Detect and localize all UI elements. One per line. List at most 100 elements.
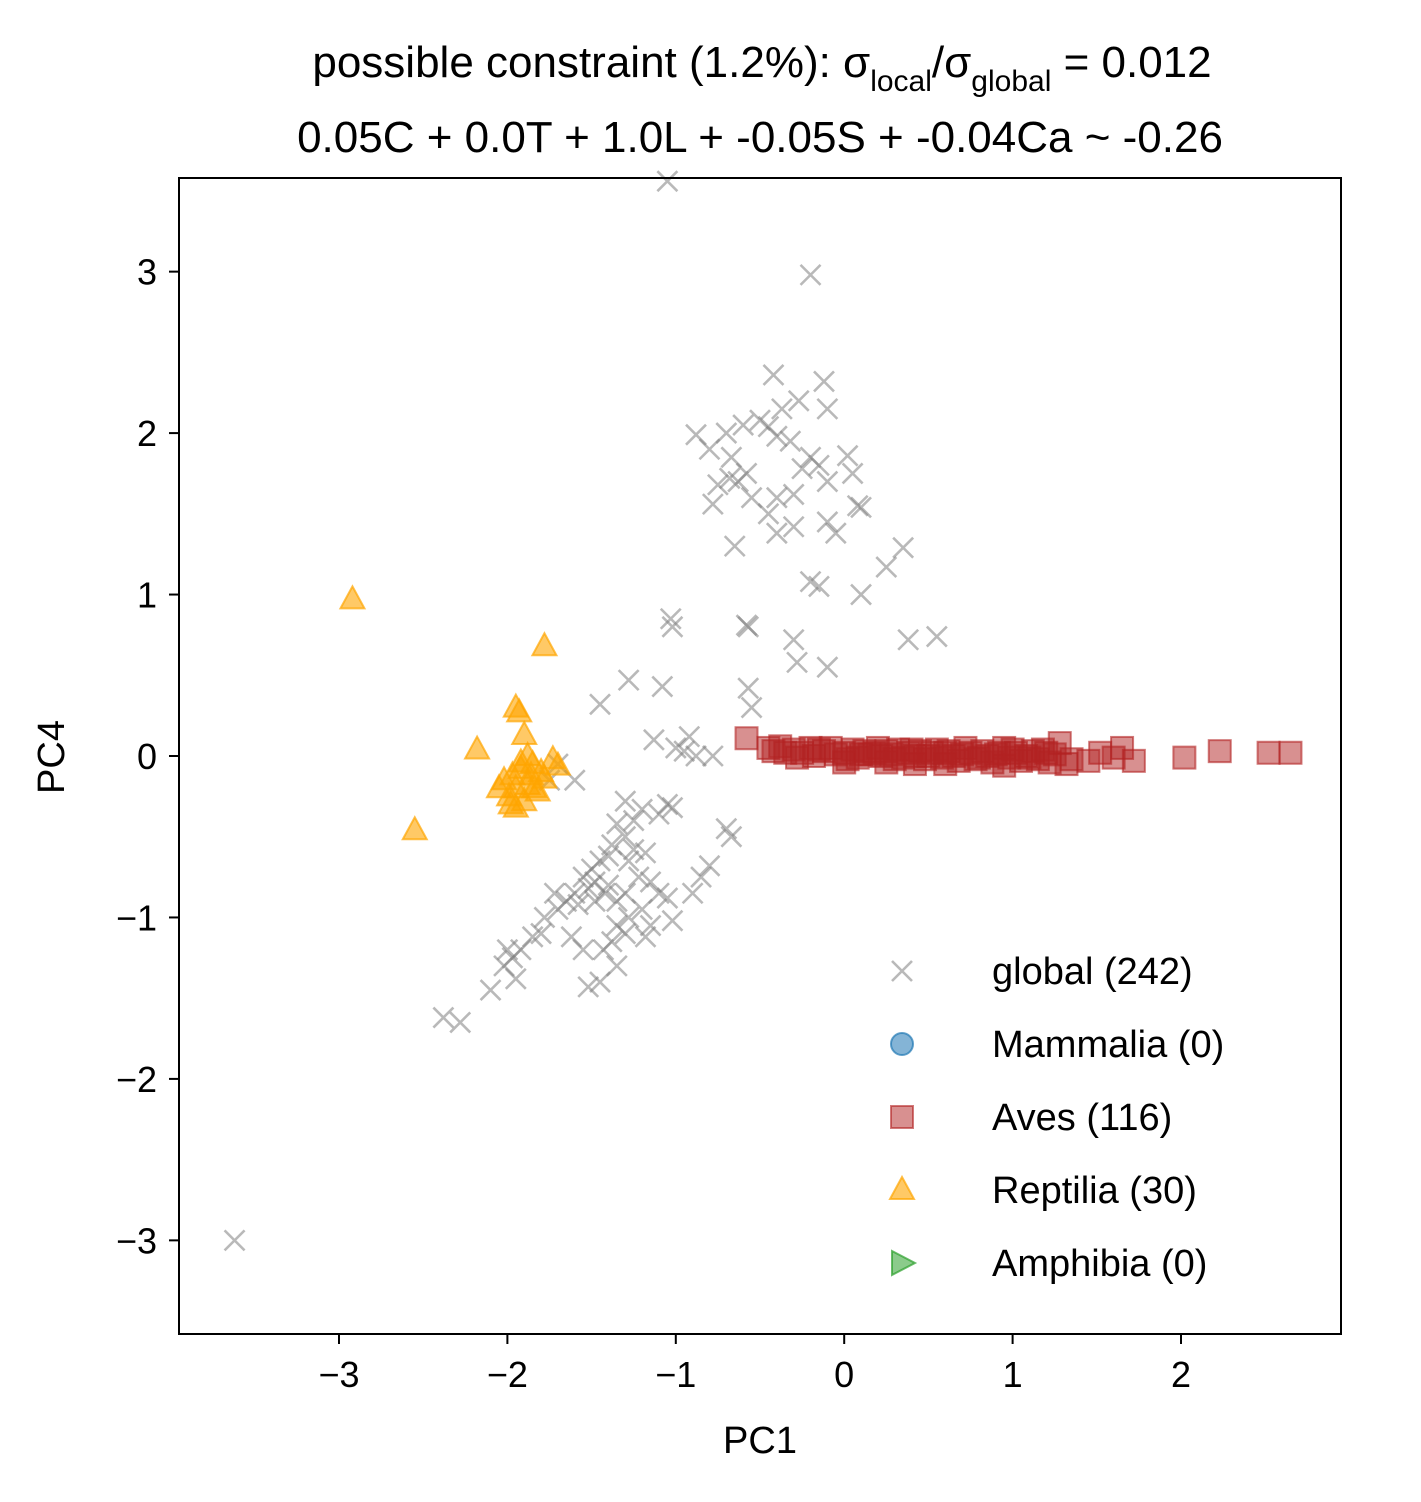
data-point <box>651 675 674 698</box>
data-point <box>530 631 559 657</box>
data-point <box>605 812 628 835</box>
y-tick-label: 3 <box>137 252 157 293</box>
data-point <box>642 728 665 751</box>
y-tick-label: −3 <box>116 1220 157 1261</box>
data-point <box>681 882 704 905</box>
data-point <box>572 938 595 961</box>
legend-label: Aves (116) <box>992 1097 1172 1139</box>
data-point <box>765 486 788 509</box>
data-point <box>661 615 684 638</box>
x-tick-label: −3 <box>318 1354 359 1395</box>
data-point <box>723 535 746 558</box>
data-point <box>816 656 839 679</box>
data-point <box>698 854 721 877</box>
legend-label: Mammalia (0) <box>992 1024 1224 1066</box>
data-point <box>507 747 535 773</box>
y-axis-label: PC4 <box>31 720 73 794</box>
data-point <box>567 893 590 916</box>
data-point <box>659 607 682 630</box>
data-point <box>622 809 645 832</box>
legend-label: global (242) <box>992 951 1193 993</box>
data-point <box>449 1011 472 1034</box>
data-point <box>718 467 741 490</box>
data-point <box>634 841 657 864</box>
data-point <box>656 887 679 909</box>
data-point <box>785 745 810 770</box>
data-point <box>577 877 600 900</box>
legend-marker <box>890 1105 914 1129</box>
data-point <box>1172 745 1197 770</box>
data-point <box>836 444 859 467</box>
legend-item: Aves (116) <box>890 1097 1172 1139</box>
x-axis-label: PC1 <box>723 1420 797 1462</box>
data-point <box>432 1006 455 1029</box>
data-point <box>779 430 802 453</box>
data-point <box>765 522 788 545</box>
data-point <box>816 470 839 493</box>
data-point <box>572 866 595 889</box>
data-point <box>892 536 915 559</box>
data-point <box>874 750 899 775</box>
data-point <box>740 696 763 719</box>
data-point <box>631 798 654 821</box>
data-point <box>584 890 606 913</box>
data-point <box>592 938 615 961</box>
legend-marker <box>891 960 913 982</box>
data-point <box>1207 739 1232 764</box>
data-point <box>661 796 684 819</box>
data-point <box>782 515 805 538</box>
legend-marker <box>888 1174 916 1200</box>
data-point <box>614 790 637 813</box>
data-point <box>992 753 1017 778</box>
data-point <box>495 781 523 807</box>
x-tick-label: −2 <box>487 1354 528 1395</box>
data-point <box>690 866 712 889</box>
legend-item: Amphibia (0) <box>891 1243 1207 1285</box>
data-point <box>617 850 640 872</box>
data-point <box>589 693 611 716</box>
data-point <box>782 483 805 506</box>
data-point <box>577 975 600 998</box>
x-tick-label: −1 <box>655 1354 696 1395</box>
data-point <box>1121 748 1146 773</box>
data-point <box>925 625 948 648</box>
data-point <box>639 914 662 937</box>
legend: global (242) Mammalia (0) Aves (116) Reptil… <box>888 951 1224 1285</box>
data-point <box>757 502 780 525</box>
legend-item: Mammalia (0) <box>890 1024 1224 1066</box>
data-point <box>1034 740 1059 765</box>
data-point <box>850 583 872 606</box>
legend-marker <box>891 1249 918 1277</box>
data-point <box>737 677 760 700</box>
data-point <box>806 737 831 762</box>
data-point <box>734 726 759 751</box>
series-2 <box>734 726 1303 778</box>
data-point <box>530 763 559 789</box>
data-point <box>875 556 898 579</box>
y-tick-label: −1 <box>116 897 157 938</box>
data-point <box>605 954 628 977</box>
data-point <box>841 462 864 485</box>
data-point <box>765 425 788 448</box>
data-point <box>463 734 491 760</box>
series-3 <box>338 584 572 841</box>
data-point <box>685 745 707 767</box>
data-point <box>678 725 701 748</box>
x-tick-label: 0 <box>834 1354 854 1395</box>
data-point <box>544 750 572 776</box>
data-point <box>720 825 743 848</box>
data-point <box>1278 740 1303 765</box>
y-tick-label: 1 <box>137 575 157 616</box>
data-point <box>479 979 502 1002</box>
data-point <box>791 457 814 480</box>
data-point <box>597 874 620 897</box>
data-point <box>824 522 847 545</box>
y-tick-label: −2 <box>116 1059 157 1100</box>
x-tick-label: 2 <box>1171 1354 1191 1395</box>
data-point <box>787 389 810 412</box>
data-point <box>933 752 958 777</box>
data-point <box>762 364 785 386</box>
chart-title-line2: 0.05C + 0.0T + 1.0L + -0.05S + -0.04Ca ~… <box>297 113 1223 162</box>
data-point <box>656 170 679 193</box>
data-point <box>634 925 657 948</box>
